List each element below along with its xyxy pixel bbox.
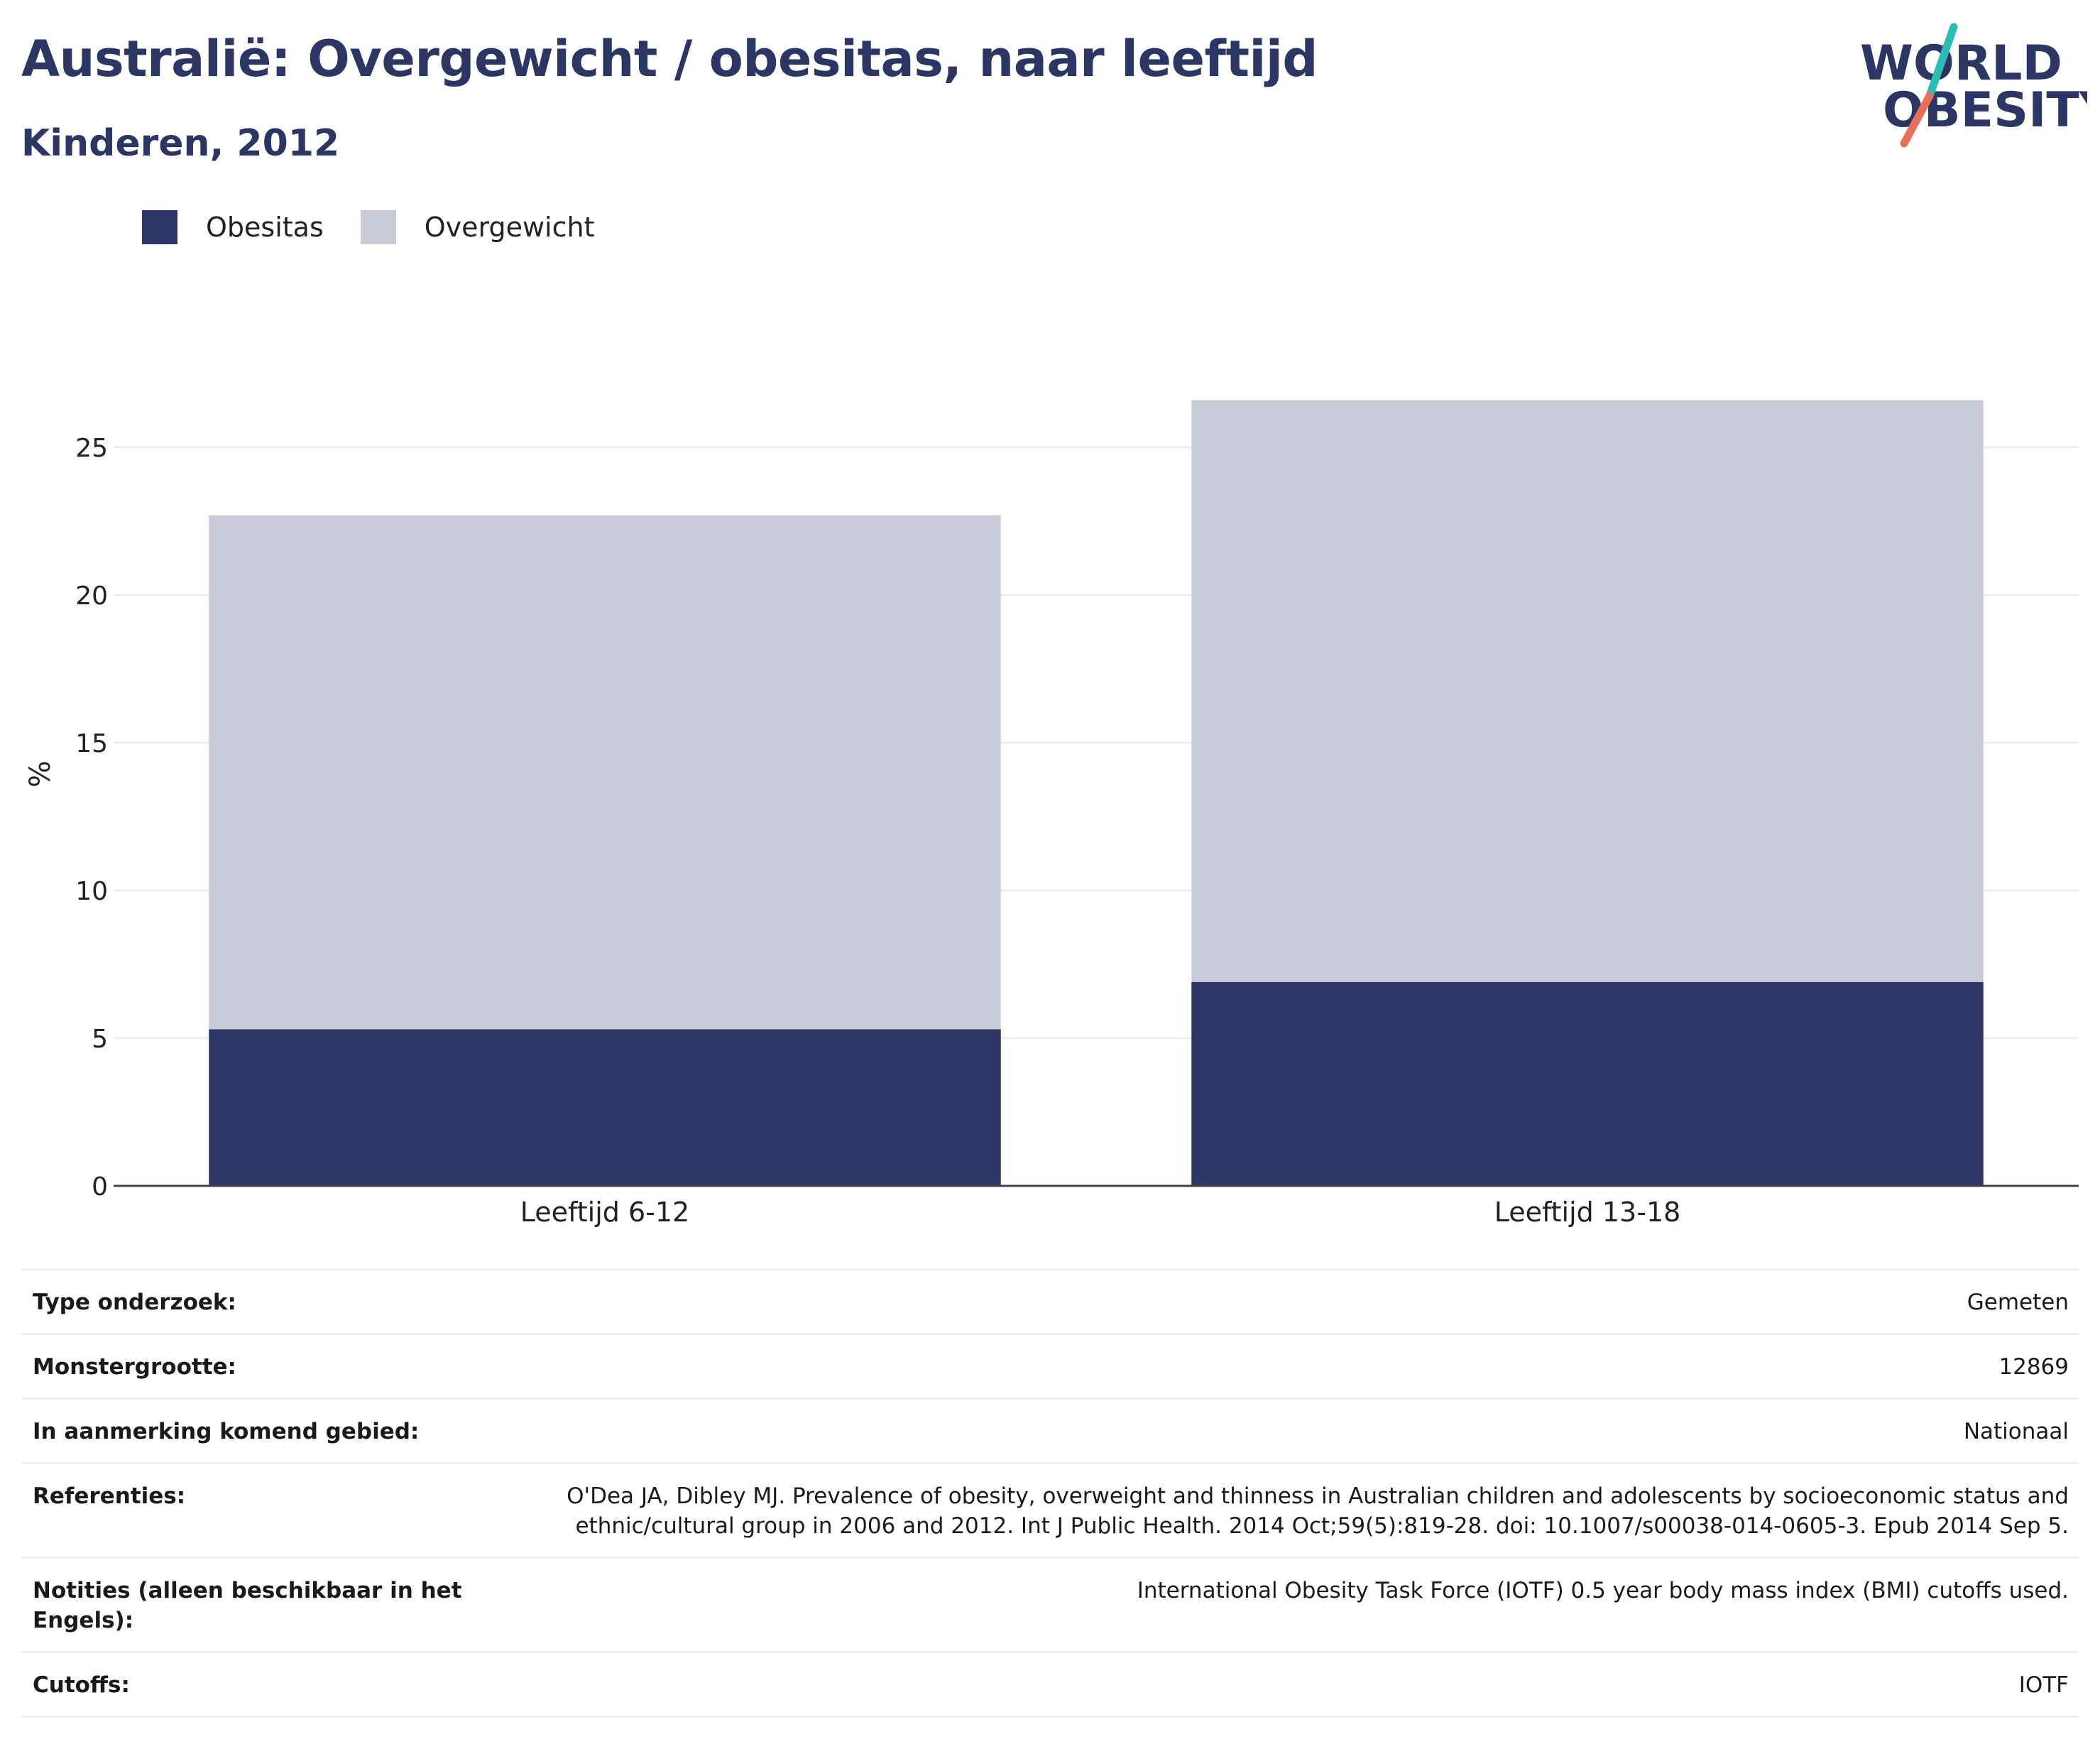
bar-segment [1191, 981, 1984, 1186]
detail-label: Monstergrootte: [33, 1354, 236, 1380]
detail-label: In aanmerking komend gebied: [33, 1419, 420, 1444]
y-tick-label: 25 [75, 434, 108, 463]
x-tick-label: Leeftijd 13-18 [1494, 1197, 1681, 1228]
bar-segment [209, 515, 1001, 1030]
stacked-bar-chart: 0 5 10 15 20 25 Leeftijd 6-12 Leeftijd 13-18% [24, 400, 2079, 1228]
detail-value: International Obesity Task Force (IOTF) … [1137, 1578, 2069, 1603]
detail-row: Notities (alleen beschikbaar in het Enge… [21, 1557, 2079, 1651]
detail-value: Gemeten [1967, 1290, 2069, 1315]
detail-value: IOTF [2018, 1672, 2069, 1698]
chart-legend: Obesitas Overgewicht [142, 210, 632, 244]
y-tick-label: 0 [92, 1172, 108, 1202]
y-tick-label: 5 [92, 1025, 108, 1054]
detail-label: Cutoffs: [33, 1672, 130, 1698]
legend-item-overgewicht[interactable]: Overgewicht [360, 210, 595, 244]
detail-label: Notities (alleen beschikbaar in het Enge… [33, 1578, 462, 1633]
world-obesity-logo: WORLD OBESITY [1860, 23, 2087, 148]
y-axis-label: % [24, 761, 57, 788]
study-details-table: Type onderzoek: Gemeten Monstergrootte: 128… [21, 1268, 2079, 1718]
logo-accent-coral [1900, 92, 1934, 148]
bar-segment [1191, 400, 1984, 982]
legend-swatch-obesitas [142, 210, 177, 244]
chart-subtitle: Kinderen, 2012 [21, 122, 340, 165]
logo-line-obesity: OBESITY [1883, 82, 2087, 138]
y-tick-label: 20 [75, 582, 108, 611]
detail-value: 12869 [1998, 1354, 2069, 1380]
logo-accent-teal [1925, 23, 1958, 100]
bar-segment [209, 1029, 1001, 1186]
detail-row: Cutoffs: IOTF [21, 1651, 2079, 1718]
legend-label-overgewicht: Overgewicht [424, 212, 595, 243]
logo-line-world: WORLD [1860, 36, 2062, 92]
detail-label: Type onderzoek: [33, 1290, 236, 1315]
x-tick-label: Leeftijd 6-12 [520, 1197, 689, 1228]
y-tick-label: 15 [75, 729, 108, 758]
legend-item-obesitas[interactable]: Obesitas [142, 210, 324, 244]
legend-swatch-overgewicht [360, 210, 396, 244]
detail-row: Referenties: O'Dea JA, Dibley MJ. Prevale… [21, 1462, 2079, 1557]
y-tick-label: 10 [75, 877, 108, 906]
detail-row: Type onderzoek: Gemeten [21, 1268, 2079, 1333]
detail-label: Referenties: [33, 1483, 186, 1509]
detail-row: In aanmerking komend gebied: Nationaal [21, 1397, 2079, 1462]
chart-title: Australië: Overgewicht / obesitas, naar … [21, 30, 1318, 88]
legend-label-obesitas: Obesitas [206, 212, 324, 243]
detail-value: O'Dea JA, Dibley MJ. Prevalence of obesi… [567, 1483, 2069, 1539]
detail-value: Nationaal [1963, 1419, 2069, 1444]
detail-row: Monstergrootte: 12869 [21, 1333, 2079, 1397]
